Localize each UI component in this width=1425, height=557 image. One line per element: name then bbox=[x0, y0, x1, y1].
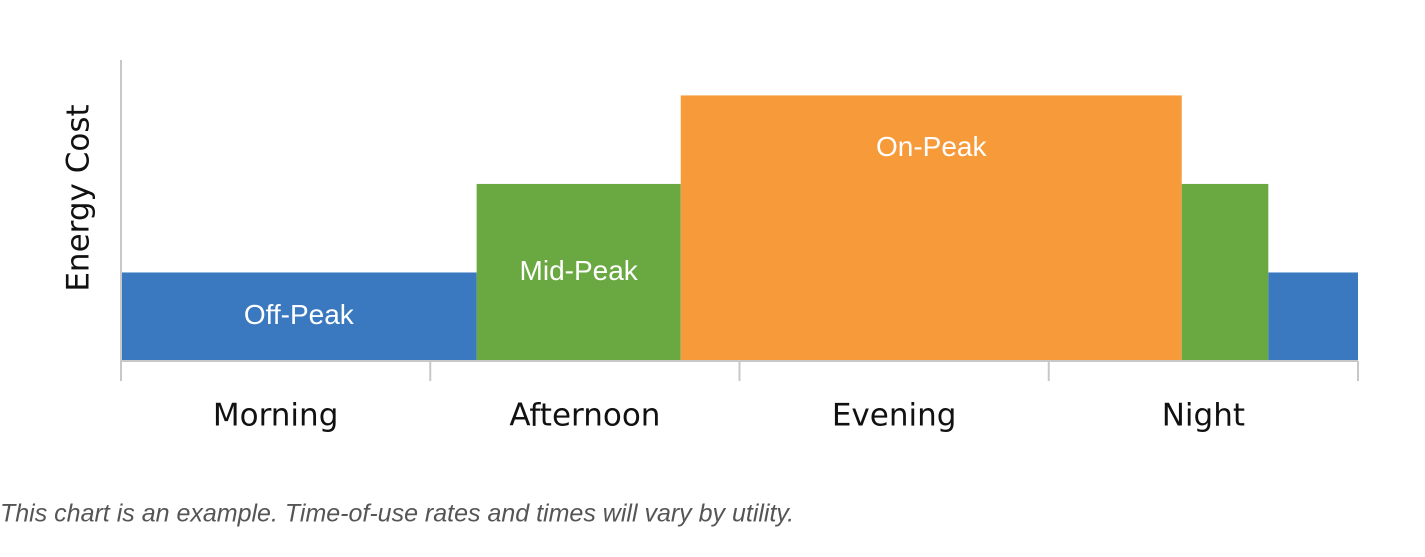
segment bbox=[476, 183, 681, 361]
segment-label: On-Peak bbox=[876, 131, 987, 162]
x-category-label: Evening bbox=[832, 398, 957, 434]
segment bbox=[1181, 183, 1269, 361]
x-category-label: Morning bbox=[213, 398, 339, 434]
x-category-label: Night bbox=[1162, 398, 1245, 434]
x-category-label: Afternoon bbox=[509, 398, 660, 434]
segment bbox=[680, 95, 1182, 361]
segment bbox=[121, 272, 477, 361]
segment bbox=[1268, 272, 1358, 361]
caption: This chart is an example. Time-of-use ra… bbox=[0, 500, 794, 528]
segment-label: Mid-Peak bbox=[520, 255, 639, 286]
y-axis-label: Energy Cost bbox=[61, 104, 97, 291]
segment-label: Off-Peak bbox=[244, 299, 355, 330]
